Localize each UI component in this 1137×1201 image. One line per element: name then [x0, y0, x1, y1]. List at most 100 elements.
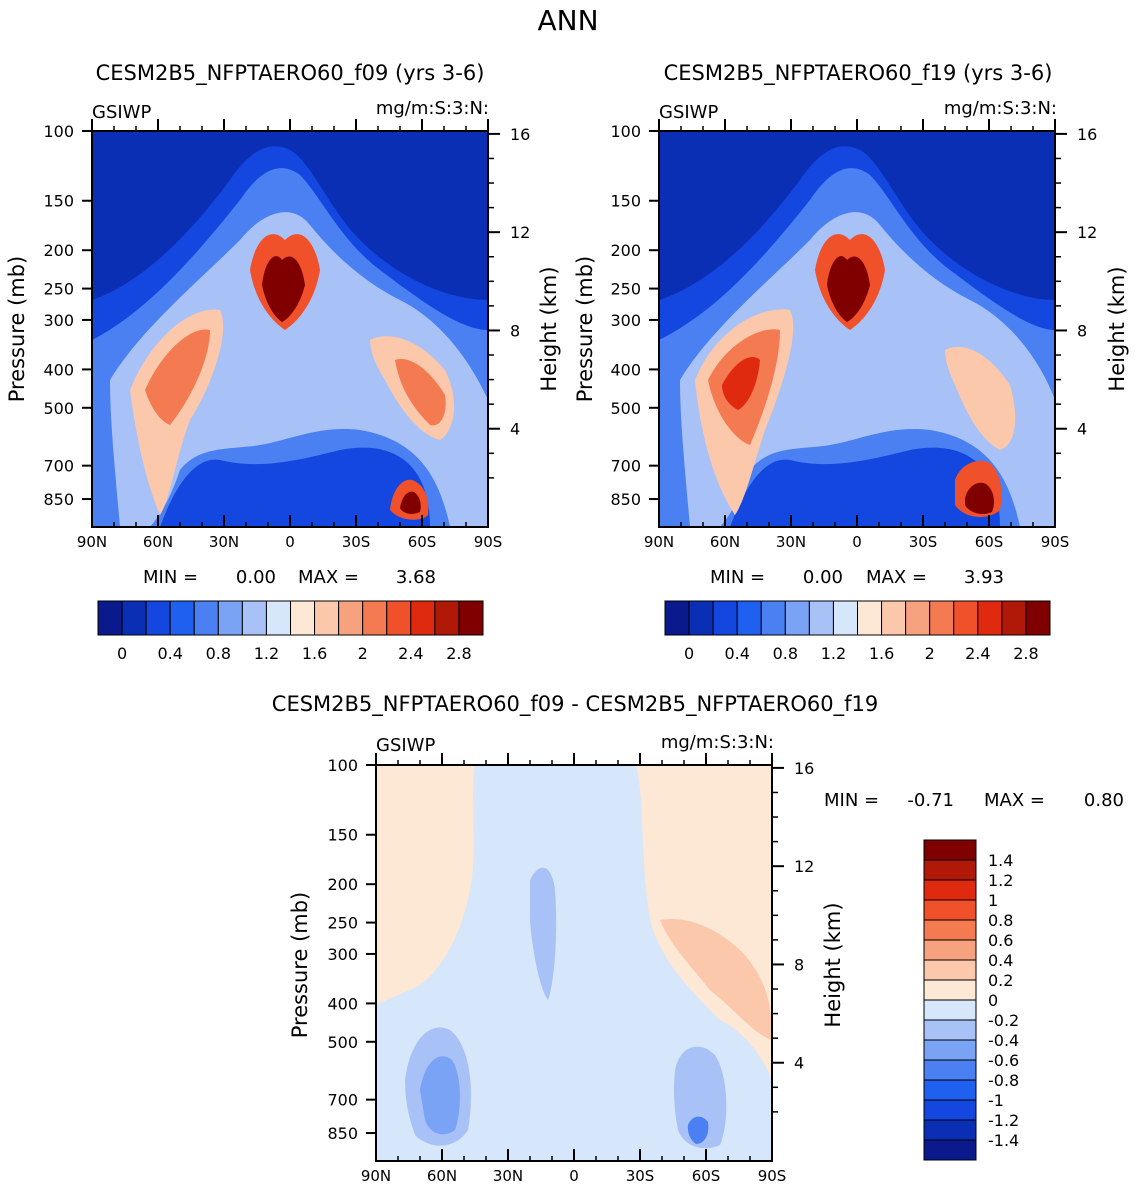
colorbar-label: 0	[117, 644, 127, 663]
contour-level	[376, 765, 475, 1005]
colorbar-swatch	[314, 600, 340, 636]
colorbar-label: 0.4	[724, 644, 749, 663]
y-tick-label: 250	[43, 280, 74, 299]
contour-level	[827, 256, 870, 322]
y2-tick-label: 4	[510, 420, 520, 439]
y-tick-label: 150	[327, 826, 358, 845]
colorbar-label: 2.4	[398, 644, 423, 663]
colorbar-label: 1.4	[988, 851, 1013, 870]
min-label: MIN =	[824, 790, 879, 811]
y-tick-label: 400	[610, 360, 641, 379]
colorbar-label: 2.8	[446, 644, 471, 663]
colorbar-swatch	[145, 600, 171, 636]
colorbar-swatch	[923, 879, 977, 901]
variable-label: GSIWP	[376, 735, 435, 756]
x-tick-label: 30S	[909, 533, 938, 551]
y-tick-label: 100	[327, 756, 358, 775]
y2-tick-label: 8	[1077, 321, 1087, 340]
x-tick-label: 30S	[626, 1167, 655, 1185]
colorbar-label: 0	[684, 644, 694, 663]
colorbar-swatch	[923, 1139, 977, 1161]
colorbar-swatch	[923, 1099, 977, 1121]
colorbar-swatch	[121, 600, 147, 636]
colorbar: 0 0.4 0.8 1.2 1.6 2 2.4 2.8	[97, 600, 484, 663]
contour-level	[145, 329, 210, 425]
max-label: MAX =	[984, 790, 1045, 811]
colorbar-label: 1.2	[988, 871, 1013, 890]
panel-title: CESM2B5_NFPTAERO60_f09 (yrs 3-6)	[96, 61, 485, 86]
colorbar-swatch	[905, 600, 931, 636]
colorbar-label: 0.4	[988, 951, 1013, 970]
y-tick-label: 300	[610, 311, 641, 330]
colorbar-swatch	[923, 1019, 977, 1041]
colorbar-label: -0.4	[988, 1031, 1019, 1050]
y-tick-label: 400	[43, 360, 74, 379]
x-tick-label: 30S	[342, 533, 371, 551]
x-tick-label: 60S	[975, 533, 1004, 551]
y-tick-label: 200	[610, 241, 641, 260]
contour-level	[395, 359, 446, 426]
y2-axis-label: Height (km)	[821, 902, 845, 1027]
y-tick-label: 500	[327, 1033, 358, 1052]
colorbar-swatch	[760, 600, 786, 636]
y-tick-label: 850	[327, 1124, 358, 1143]
colorbar-label: 0.6	[988, 931, 1013, 950]
panel-title: CESM2B5_NFPTAERO60_f19 (yrs 3-6)	[664, 61, 1053, 86]
y-tick-label: 200	[327, 875, 358, 894]
y2-tick-label: 16	[794, 759, 814, 778]
colorbar-swatch	[923, 999, 977, 1021]
y2-tick-label: 12	[794, 857, 814, 876]
colorbar-swatch	[410, 600, 436, 636]
max-value: 0.80	[1084, 790, 1124, 811]
y2-tick-label: 4	[1077, 420, 1087, 439]
colorbar-swatch	[736, 600, 762, 636]
max-value: 3.68	[396, 567, 436, 588]
colorbar-label: -0.8	[988, 1071, 1019, 1090]
panel-difference: CESM2B5_NFPTAERO60_f09 - CESM2B5_NFPTAER…	[272, 692, 1124, 1185]
y-tick-label: 250	[327, 914, 358, 933]
colorbar-label: 1.6	[869, 644, 894, 663]
y-tick-label: 700	[327, 1091, 358, 1110]
y2-tick-label: 12	[1077, 223, 1097, 242]
y-tick-label: 100	[43, 122, 74, 141]
colorbar-label: 0	[988, 991, 998, 1010]
max-label: MAX =	[298, 567, 359, 588]
min-value: -0.71	[907, 790, 954, 811]
y-tick-label: 700	[610, 457, 641, 476]
panel-f19: CESM2B5_NFPTAERO60_f19 (yrs 3-6) GSIWP m…	[573, 61, 1129, 663]
y-tick-label: 500	[43, 399, 74, 418]
colorbar-label: -1	[988, 1091, 1004, 1110]
x-tick-label: 90S	[1041, 533, 1070, 551]
colorbar-swatch	[712, 600, 738, 636]
colorbar-swatch	[857, 600, 883, 636]
colorbar-label: 0.8	[206, 644, 231, 663]
y-tick-label: 300	[43, 311, 74, 330]
colorbar-swatch	[923, 1119, 977, 1141]
y2-tick-label: 8	[794, 955, 804, 974]
contour-level	[965, 482, 994, 514]
y-tick-label: 700	[43, 457, 74, 476]
contour-field	[376, 765, 772, 1161]
y2-tick-label: 12	[510, 223, 530, 242]
units-label: mg/m:S:3:N:	[944, 98, 1057, 119]
x-tick-label: 60N	[710, 533, 740, 551]
y-tick-label: 200	[43, 241, 74, 260]
x-tick-label: 90N	[361, 1167, 391, 1185]
colorbar-swatch	[362, 600, 388, 636]
colorbar-swatch	[265, 600, 291, 636]
contour-field	[659, 131, 1055, 527]
colorbar-swatch	[169, 600, 195, 636]
colorbar-swatch	[832, 600, 858, 636]
colorbar-label: 0.8	[988, 911, 1013, 930]
colorbar-label: 1	[988, 891, 998, 910]
x-tick-label: 90S	[758, 1167, 787, 1185]
colorbar-label: 1.2	[821, 644, 846, 663]
max-label: MAX =	[866, 567, 927, 588]
colorbar-swatch	[923, 1059, 977, 1081]
colorbar-label: 2.8	[1013, 644, 1038, 663]
colorbar-swatch	[217, 600, 243, 636]
colorbar-label: 1.6	[302, 644, 327, 663]
contour-level	[530, 867, 557, 1000]
y2-tick-label: 16	[1077, 125, 1097, 144]
y-tick-label: 300	[327, 945, 358, 964]
